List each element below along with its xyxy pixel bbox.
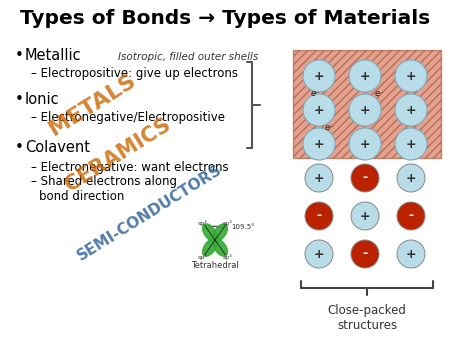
Text: +: + — [406, 138, 416, 150]
Text: Tetrahedral: Tetrahedral — [191, 262, 239, 270]
Text: +: + — [314, 171, 324, 185]
Text: – Electronegative/Electropositive: – Electronegative/Electropositive — [31, 112, 225, 124]
Circle shape — [305, 202, 333, 230]
Text: Isotropic, filled outer shells: Isotropic, filled outer shells — [118, 52, 258, 62]
Text: •: • — [15, 93, 24, 107]
Circle shape — [303, 60, 335, 92]
Text: +: + — [360, 210, 370, 222]
Circle shape — [397, 240, 425, 268]
Text: bond direction: bond direction — [39, 190, 124, 202]
Text: sp³: sp³ — [222, 254, 232, 260]
Text: +: + — [360, 138, 370, 150]
Circle shape — [305, 164, 333, 192]
Text: Metallic: Metallic — [25, 48, 81, 63]
Ellipse shape — [202, 224, 217, 241]
Text: SEMI-CONDUCTORS: SEMI-CONDUCTORS — [75, 162, 225, 264]
Text: +: + — [314, 138, 324, 150]
Text: •: • — [15, 48, 24, 63]
Text: Close-packed
structures: Close-packed structures — [328, 304, 406, 332]
Ellipse shape — [213, 239, 227, 256]
Text: Types of Bonds → Types of Materials: Types of Bonds → Types of Materials — [20, 8, 430, 27]
Text: CERAMICS: CERAMICS — [62, 115, 175, 195]
Ellipse shape — [213, 224, 227, 241]
Text: -: - — [362, 171, 368, 185]
Text: – Electronegative: want electrons: – Electronegative: want electrons — [31, 161, 229, 173]
Text: sp³: sp³ — [198, 220, 208, 226]
Text: -: - — [316, 210, 322, 222]
Circle shape — [303, 94, 335, 126]
Text: – Electropositive: give up electrons: – Electropositive: give up electrons — [31, 67, 238, 79]
Circle shape — [351, 164, 379, 192]
Circle shape — [349, 128, 381, 160]
Text: +: + — [406, 70, 416, 82]
Circle shape — [303, 128, 335, 160]
Text: -: - — [409, 210, 414, 222]
Ellipse shape — [202, 239, 217, 256]
Text: -: - — [362, 247, 368, 261]
Text: sp³: sp³ — [222, 220, 232, 226]
Text: sp³: sp³ — [198, 254, 208, 260]
Text: Ionic: Ionic — [25, 93, 59, 107]
Text: e⁻: e⁻ — [310, 89, 320, 97]
Circle shape — [397, 202, 425, 230]
Text: +: + — [314, 103, 324, 117]
Text: e⁻: e⁻ — [374, 89, 384, 97]
Text: •: • — [15, 141, 24, 155]
Circle shape — [395, 94, 427, 126]
Text: 109.5°: 109.5° — [231, 224, 255, 230]
Text: +: + — [406, 247, 416, 261]
Circle shape — [397, 164, 425, 192]
Text: +: + — [360, 70, 370, 82]
Circle shape — [395, 128, 427, 160]
Text: – Shared electrons along: – Shared electrons along — [31, 175, 177, 189]
Circle shape — [351, 202, 379, 230]
Circle shape — [395, 60, 427, 92]
Bar — [293, 50, 441, 158]
Text: e⁻: e⁻ — [324, 122, 334, 131]
Text: +: + — [406, 103, 416, 117]
Circle shape — [305, 240, 333, 268]
Circle shape — [351, 240, 379, 268]
Circle shape — [349, 94, 381, 126]
Text: +: + — [360, 103, 370, 117]
Text: +: + — [406, 171, 416, 185]
Text: METALS: METALS — [45, 71, 139, 140]
Text: +: + — [314, 247, 324, 261]
Text: Colavent: Colavent — [25, 141, 90, 155]
Circle shape — [349, 60, 381, 92]
Text: +: + — [314, 70, 324, 82]
